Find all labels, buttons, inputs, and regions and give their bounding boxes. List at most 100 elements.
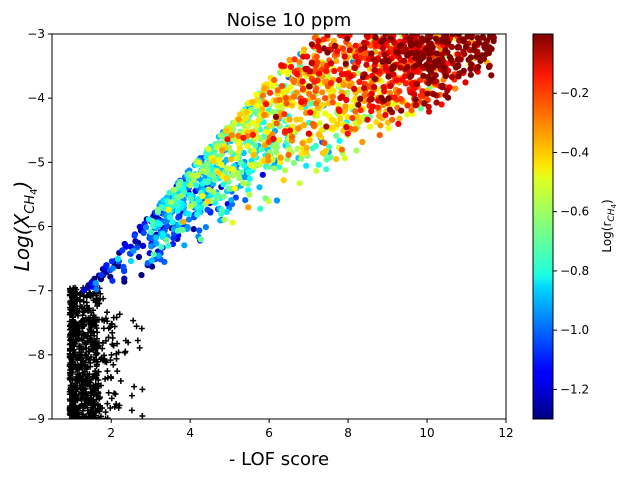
detected-marker <box>448 43 455 51</box>
detected-marker <box>153 240 160 247</box>
detected-marker <box>359 138 366 146</box>
outlier-marker <box>94 316 101 323</box>
outlier-marker <box>76 331 83 338</box>
detected-marker <box>197 236 204 243</box>
detected-marker <box>460 67 467 74</box>
y-axis-ticks: −9 −8 −7 −6 −5 −4 −3 <box>27 27 52 426</box>
detected-marker <box>442 73 449 80</box>
detected-marker <box>478 52 485 59</box>
outlier-marker <box>108 395 115 402</box>
detected-marker <box>214 144 221 151</box>
detected-marker <box>320 36 327 43</box>
detected-marker <box>217 132 224 139</box>
detected-marker <box>371 75 378 82</box>
outlier-marker <box>104 400 111 407</box>
outlier-marker <box>90 297 97 304</box>
outlier-marker <box>83 302 90 309</box>
detected-marker <box>143 224 150 231</box>
detected-marker <box>444 94 452 101</box>
detected-marker <box>336 137 343 144</box>
detected-marker <box>285 151 292 158</box>
x-tick-label: 2 <box>107 426 115 440</box>
detected-marker <box>330 87 337 94</box>
outlier-points <box>66 284 146 419</box>
detected-marker <box>344 35 351 42</box>
detected-marker <box>413 80 420 88</box>
detected-marker <box>342 71 349 78</box>
detected-marker <box>313 53 320 60</box>
detected-marker <box>316 120 323 127</box>
outlier-marker <box>85 348 92 355</box>
detected-marker <box>253 122 260 129</box>
outlier-marker <box>82 403 89 410</box>
detected-marker <box>398 41 405 48</box>
detected-marker <box>202 224 209 231</box>
detected-marker <box>242 115 249 122</box>
detected-marker <box>455 73 462 80</box>
detected-marker <box>426 48 433 56</box>
outlier-marker <box>92 382 99 389</box>
detected-marker <box>427 40 434 47</box>
outlier-marker <box>128 407 135 414</box>
colorbar-tick-label: −1.2 <box>560 382 589 396</box>
detected-marker <box>373 119 380 126</box>
outlier-marker <box>134 337 141 344</box>
detected-marker <box>385 95 392 102</box>
detected-marker <box>389 116 396 123</box>
detected-marker <box>344 114 351 121</box>
detected-marker <box>92 280 99 287</box>
detected-marker <box>376 132 383 139</box>
colorbar-label-main: Log(r <box>600 222 614 253</box>
y-tick-label: −6 <box>27 220 45 234</box>
detected-marker <box>273 120 280 127</box>
detected-marker <box>265 157 272 164</box>
detected-marker <box>132 238 139 245</box>
detected-marker <box>319 150 327 157</box>
detected-marker <box>165 242 172 249</box>
detected-marker <box>135 253 143 261</box>
detected-marker <box>340 81 347 88</box>
detected-marker <box>284 71 291 78</box>
detected-marker <box>286 127 294 134</box>
outlier-marker <box>66 353 73 360</box>
detected-marker <box>308 41 315 48</box>
outlier-marker <box>114 340 121 347</box>
detected-marker <box>328 116 336 123</box>
detected-marker <box>250 151 257 159</box>
detected-marker <box>265 163 272 170</box>
detected-marker <box>310 94 317 101</box>
detected-marker <box>370 56 377 63</box>
outlier-marker <box>77 395 84 402</box>
outlier-marker <box>110 361 117 368</box>
colorbar-label-close: ) <box>600 199 614 204</box>
colorbar-label-sub: CH <box>607 208 617 221</box>
outlier-marker <box>70 382 77 389</box>
detected-marker <box>272 113 280 120</box>
detected-marker <box>223 208 230 215</box>
detected-marker <box>80 287 88 294</box>
detected-marker <box>353 147 360 154</box>
detected-marker <box>312 88 319 95</box>
detected-marker <box>474 34 481 41</box>
detected-marker <box>421 100 428 107</box>
detected-marker <box>290 159 298 167</box>
detected-marker <box>246 175 253 182</box>
outlier-marker <box>96 394 103 401</box>
outlier-marker <box>92 349 99 356</box>
detected-marker <box>412 102 419 109</box>
detected-marker <box>154 206 161 214</box>
outlier-marker <box>75 322 82 329</box>
detected-marker <box>286 146 293 153</box>
detected-marker <box>382 63 389 70</box>
detected-marker <box>324 34 331 39</box>
detected-marker <box>376 112 383 120</box>
detected-marker <box>240 134 247 141</box>
detected-marker <box>331 42 339 50</box>
detected-marker <box>344 130 351 137</box>
outlier-marker <box>104 368 111 375</box>
detected-marker <box>433 99 440 106</box>
outlier-marker <box>96 300 103 307</box>
detected-marker <box>417 56 424 63</box>
outlier-marker <box>76 404 83 411</box>
